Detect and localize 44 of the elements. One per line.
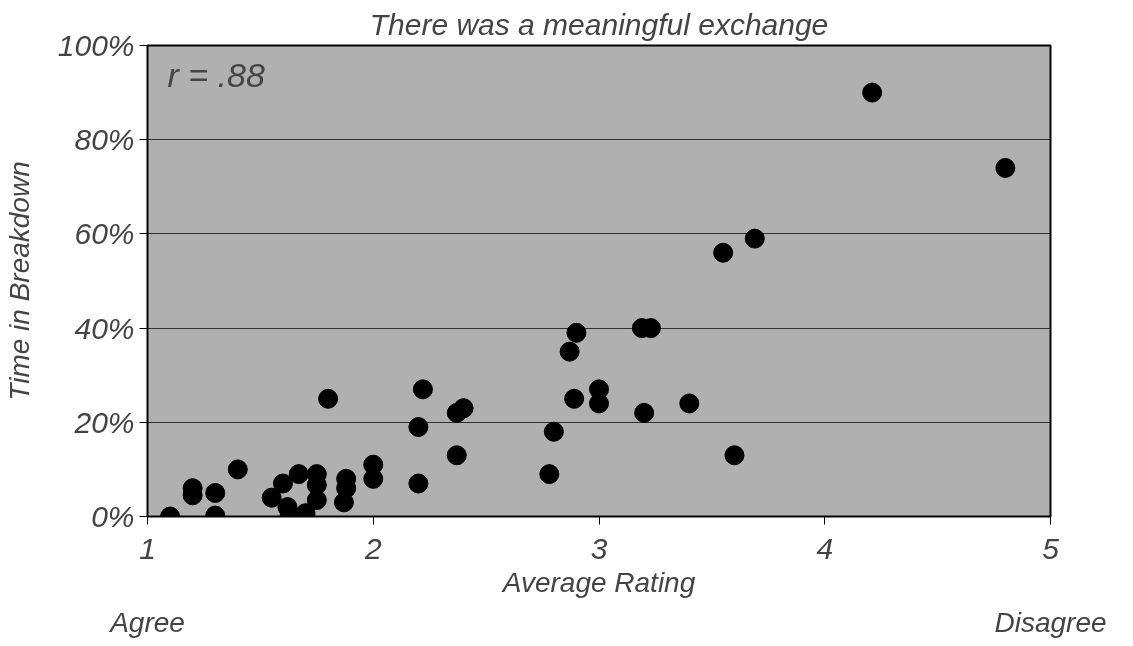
point [744, 228, 765, 249]
x-tick-label: 5 [1042, 531, 1060, 565]
x-axis-title: Average Rating [500, 566, 696, 598]
point [333, 492, 354, 513]
point [446, 445, 467, 466]
point [724, 445, 745, 466]
point [559, 341, 580, 362]
y-tick-label: 100% [57, 29, 135, 62]
point [862, 82, 883, 103]
y-tick-label: 0% [91, 500, 135, 533]
point [261, 487, 282, 508]
y-tick-label: 80% [74, 123, 135, 157]
y-tick-label: 60% [74, 217, 135, 251]
point [205, 482, 226, 503]
point [408, 473, 429, 494]
point [564, 388, 585, 409]
point [589, 393, 609, 414]
point [306, 490, 327, 510]
point [566, 322, 587, 343]
text: Disagree [994, 606, 1107, 638]
point [995, 157, 1016, 178]
point [634, 402, 655, 423]
point [713, 242, 734, 263]
point [363, 468, 384, 489]
point [318, 388, 339, 409]
y-tick-label: 20% [73, 405, 135, 439]
x-tick-label: 3 [590, 531, 608, 565]
point [543, 421, 564, 442]
x-tick-label: 4 [816, 531, 834, 565]
x-tick-label: 1 [139, 531, 156, 565]
point [408, 417, 429, 437]
point [412, 379, 433, 400]
chart-title: There was a meaningful exchange [369, 7, 829, 41]
point [288, 464, 309, 485]
point [227, 459, 248, 480]
point [539, 464, 560, 485]
point [272, 473, 293, 494]
y-axis-title: Time in Breakdown [3, 161, 35, 401]
y-tick-label: 40% [74, 311, 135, 345]
annotation: r = .88 [167, 55, 265, 94]
x-tick-label: 2 [363, 531, 382, 565]
point [679, 393, 700, 414]
point [453, 398, 474, 419]
text: Agree [108, 606, 185, 638]
